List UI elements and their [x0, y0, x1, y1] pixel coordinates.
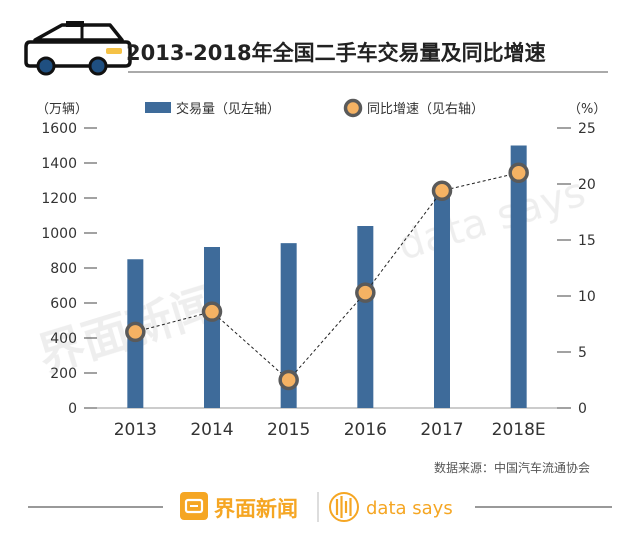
- left-axis-unit: （万辆）: [36, 102, 88, 117]
- bar-2017: [434, 191, 450, 408]
- left-tick-label: 0: [68, 401, 77, 417]
- bar-2014: [204, 247, 220, 408]
- legend-bar-label: 交易量（见左轴）: [176, 101, 280, 117]
- right-tick-label: 20: [578, 177, 596, 193]
- growth-point-2017: [431, 180, 453, 201]
- legend-line-label: 同比增速（见右轴）: [367, 102, 484, 117]
- growth-point-2014: [201, 301, 223, 322]
- x-axis: 2013 2014 2015 2016 2017 2018E: [114, 420, 546, 440]
- car-icon: [24, 21, 132, 76]
- right-axis-unit: （%）: [568, 102, 606, 117]
- left-tick-label: 800: [50, 261, 77, 277]
- legend-line-swatch: [343, 98, 363, 118]
- bar-2018E: [510, 145, 527, 408]
- growth-point-2015: [278, 369, 299, 391]
- legend-bar-swatch: [145, 102, 171, 113]
- bar-2015: [280, 243, 297, 408]
- legend: 交易量（见左轴） 同比增速（见右轴）: [145, 98, 484, 118]
- growth-line: [135, 172, 519, 381]
- line-series: [125, 162, 529, 391]
- footer-brand-en: data says: [366, 498, 453, 519]
- left-tick-label: 600: [50, 296, 77, 312]
- left-tick-label: 1000: [41, 226, 77, 242]
- x-tick-label: 2017: [420, 420, 463, 440]
- source-note: 数据来源：中国汽车流通协会: [434, 460, 590, 475]
- bar-series: [127, 145, 527, 408]
- x-tick-label: 2014: [190, 420, 233, 440]
- growth-point-2016: [355, 282, 376, 303]
- growth-point-2013: [125, 321, 146, 343]
- chart-title: 2013-2018年全国二手车交易量及同比增速: [126, 41, 546, 65]
- left-tick-label: 1200: [41, 191, 77, 207]
- x-tick-label: 2018E: [492, 420, 546, 440]
- datasays-logo-icon: [329, 492, 359, 522]
- watermark: 界面新闻 data says: [32, 169, 591, 382]
- bar-2016: [357, 226, 374, 408]
- x-tick-label: 2013: [114, 420, 157, 440]
- footer-brand-cn: 界面新闻: [214, 497, 298, 521]
- jiemian-logo-icon: [180, 492, 208, 520]
- left-tick-label: 400: [50, 331, 77, 347]
- footer: 界面新闻 data says: [28, 492, 612, 522]
- growth-point-2018E: [508, 162, 529, 184]
- right-axis: 0 5 10 15 20 25: [557, 121, 596, 417]
- right-tick-label: 10: [578, 289, 596, 305]
- right-tick-label: 25: [578, 121, 596, 137]
- left-tick-label: 200: [50, 366, 77, 382]
- left-axis: 0 200 400 600 800 1000 1200 1400 1600: [41, 121, 97, 417]
- left-tick-label: 1400: [41, 156, 77, 172]
- left-tick-label: 1600: [41, 121, 77, 137]
- right-tick-label: 15: [578, 233, 596, 249]
- x-tick-label: 2015: [267, 420, 310, 440]
- x-tick-label: 2016: [344, 420, 387, 440]
- right-tick-label: 5: [578, 345, 587, 361]
- right-tick-label: 0: [578, 401, 587, 417]
